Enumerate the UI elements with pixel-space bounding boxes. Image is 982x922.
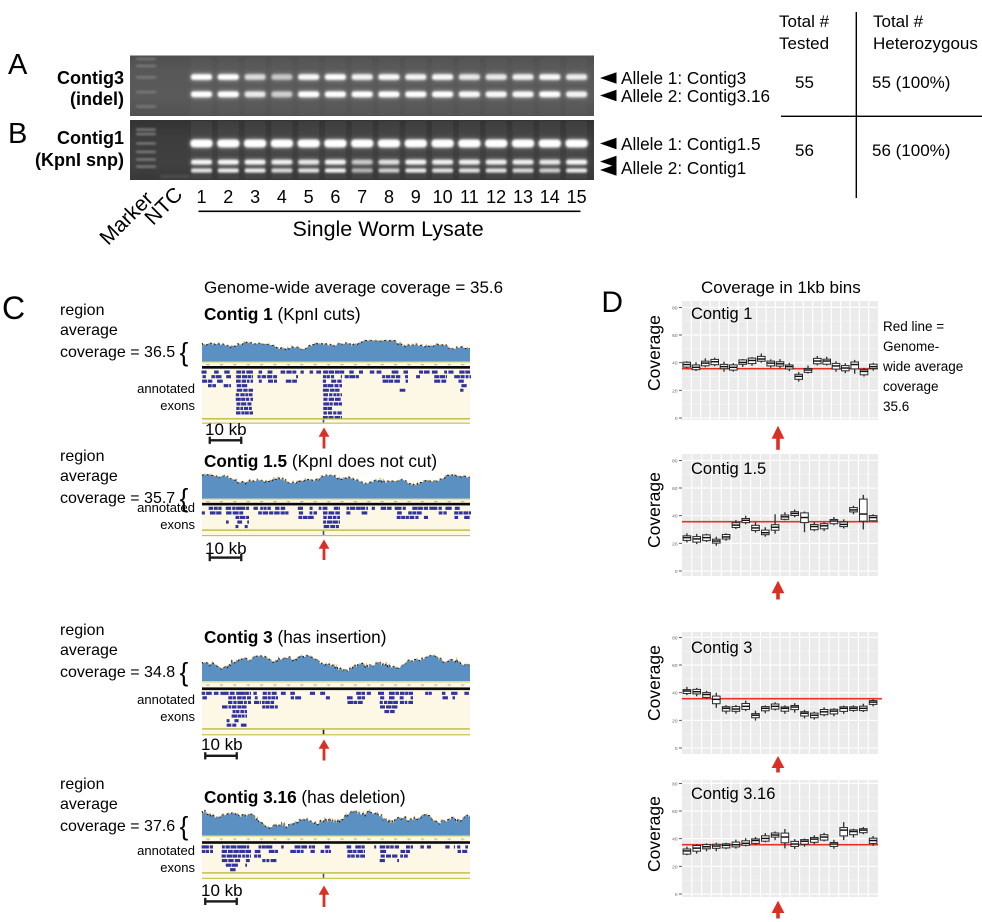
svg-text:40: 40 <box>672 691 678 697</box>
svg-text:0: 0 <box>675 746 678 752</box>
svg-text:40: 40 <box>672 514 678 520</box>
svg-text:60: 60 <box>672 333 678 339</box>
svg-text:40: 40 <box>672 837 678 843</box>
svg-text:20: 20 <box>672 864 678 870</box>
svg-text:60: 60 <box>672 809 678 815</box>
svg-text:60: 60 <box>672 663 678 669</box>
svg-text:20: 20 <box>672 388 678 394</box>
svg-text:80: 80 <box>672 781 678 787</box>
svg-text:80: 80 <box>672 635 678 641</box>
svg-text:80: 80 <box>672 458 678 464</box>
svg-text:0: 0 <box>675 416 678 422</box>
svg-text:60: 60 <box>672 486 678 492</box>
svg-text:0: 0 <box>675 569 678 575</box>
svg-text:40: 40 <box>672 361 678 367</box>
svg-text:80: 80 <box>672 305 678 311</box>
svg-text:20: 20 <box>672 541 678 547</box>
svg-text:20: 20 <box>672 718 678 724</box>
svg-text:0: 0 <box>675 892 678 898</box>
